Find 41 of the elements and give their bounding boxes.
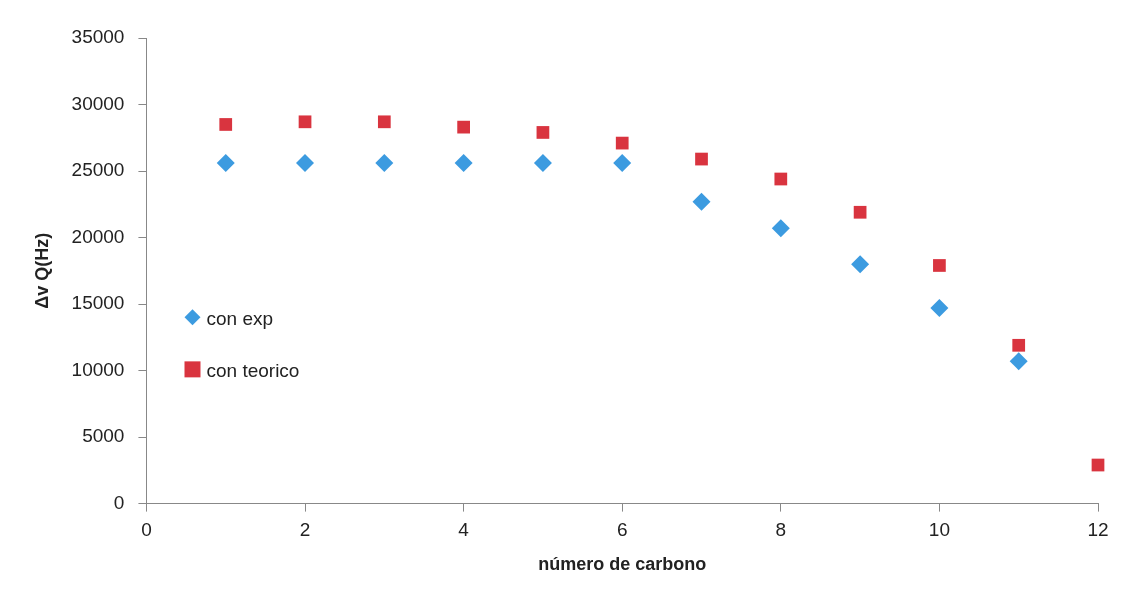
- point: [454, 154, 473, 173]
- point: [851, 255, 870, 274]
- x-tick-label: 12: [1087, 519, 1109, 541]
- point: [615, 136, 629, 150]
- point: [1012, 338, 1026, 352]
- point: [613, 154, 632, 173]
- legend-label: con teorico: [206, 359, 300, 381]
- y-tick-label: 20000: [71, 225, 125, 247]
- legend-label: con exp: [206, 307, 274, 329]
- point: [692, 192, 711, 211]
- x-tick-label: 2: [299, 519, 311, 541]
- y-tick-label: 15000: [71, 292, 125, 314]
- y-axis-title: Δv Q(Hz): [31, 232, 52, 309]
- y-tick-label: 5000: [82, 425, 125, 447]
- x-axis-title: número de carbono: [538, 554, 707, 575]
- point: [933, 259, 946, 272]
- point: [930, 299, 949, 318]
- point: [457, 120, 470, 134]
- y-tick-label: 0: [113, 491, 125, 513]
- point: [377, 115, 391, 129]
- point: [771, 219, 790, 238]
- point: [695, 152, 708, 166]
- x-tick-label: 8: [775, 519, 787, 541]
- x-tick-label: 10: [928, 519, 950, 541]
- x-tick-label: 4: [458, 519, 470, 541]
- point: [533, 154, 552, 173]
- y-tick-label: 25000: [71, 159, 125, 181]
- point: [774, 172, 788, 186]
- point: [536, 126, 550, 139]
- x-tick-label: 0: [141, 519, 152, 541]
- y-tick-label: 10000: [71, 358, 125, 380]
- x-tick-label: 6: [616, 519, 628, 541]
- point: [1009, 352, 1028, 371]
- point: [216, 154, 235, 173]
- point: [853, 205, 867, 219]
- point: [375, 154, 394, 173]
- y-tick-label: 35000: [71, 26, 125, 48]
- point: [219, 118, 233, 131]
- y-tick-label: 30000: [71, 92, 125, 114]
- point: [298, 115, 312, 129]
- point: [296, 154, 315, 173]
